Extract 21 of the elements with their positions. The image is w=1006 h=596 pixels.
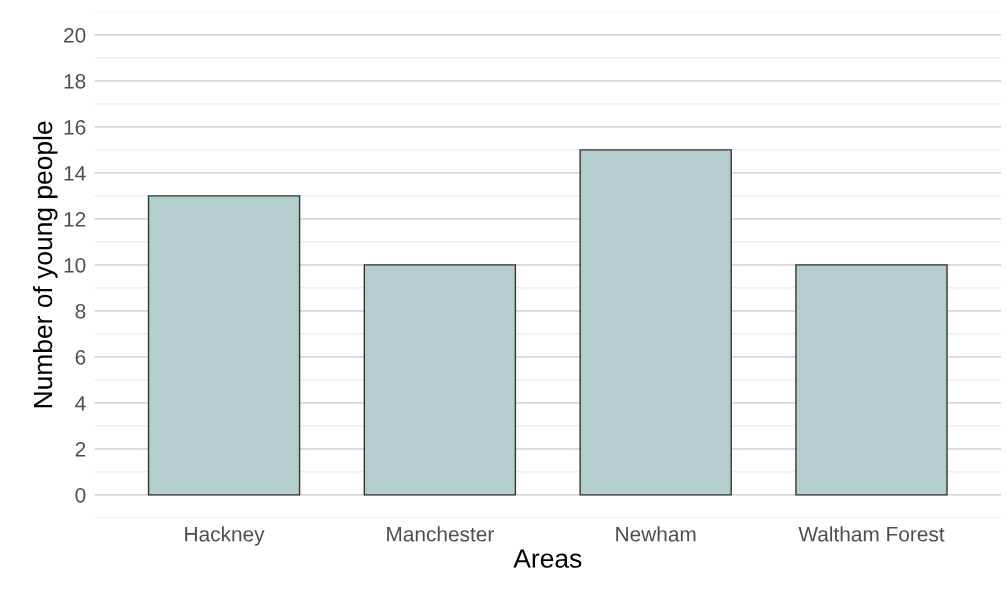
y-tick-label: 2 [75, 441, 86, 457]
bar [579, 149, 732, 496]
y-tick-label: 20 [64, 27, 86, 43]
y-tick-label: 12 [64, 211, 86, 227]
x-tick-label: Manchester [387, 526, 494, 542]
x-tick-label: Newham [616, 526, 696, 542]
y-tick-label: 0 [75, 487, 86, 503]
y-tick-label: 10 [64, 257, 86, 273]
bar [795, 264, 948, 496]
y-tick-label: 16 [64, 119, 86, 135]
y-tick-label: 18 [64, 73, 86, 89]
bar [363, 264, 517, 496]
y-tick-label: 4 [75, 396, 86, 411]
x-axis-title: Areas [513, 549, 582, 568]
x-tick-label: Hackney [185, 526, 265, 546]
y-tick-label: 14 [64, 166, 86, 181]
y-axis-title: Number of young people [32, 121, 58, 408]
y-tick-label: 6 [75, 349, 86, 365]
bar [147, 195, 301, 496]
x-tick-label: Waltham Forest [798, 526, 945, 542]
y-tick-label: 8 [75, 303, 86, 319]
